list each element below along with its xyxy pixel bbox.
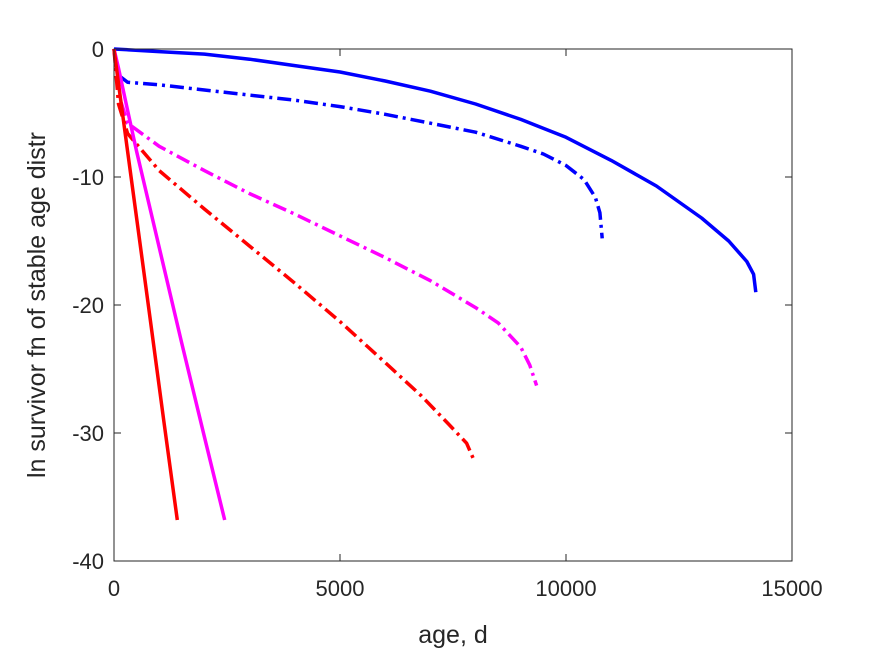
series-line-4 <box>112 48 475 460</box>
series-line-3 <box>112 48 539 387</box>
y-axis-title: ln survivor fn of stable age distr <box>23 132 51 478</box>
tick-layer <box>113 48 793 562</box>
y-tick-label: -10 <box>72 165 104 190</box>
y-tick-label: -30 <box>72 421 104 446</box>
y-tick-label: 0 <box>92 37 104 62</box>
x-tick-label: 15000 <box>761 576 822 601</box>
y-tick-label: -20 <box>72 293 104 318</box>
series-layer <box>112 47 758 521</box>
plot-background <box>114 49 792 561</box>
x-tick-label: 10000 <box>535 576 596 601</box>
series-line-5 <box>112 48 227 521</box>
tick-label-layer: 0 5000 10000 15000 0 -10 -20 -30 -40 <box>72 37 822 601</box>
x-tick-label: 5000 <box>316 576 365 601</box>
y-tick-label: -40 <box>72 549 104 574</box>
x-axis-title: age, d <box>418 621 488 649</box>
series-line-2 <box>112 48 604 239</box>
series-line-6 <box>112 48 180 521</box>
series-line-1 <box>113 47 758 293</box>
x-tick-label: 0 <box>108 576 120 601</box>
